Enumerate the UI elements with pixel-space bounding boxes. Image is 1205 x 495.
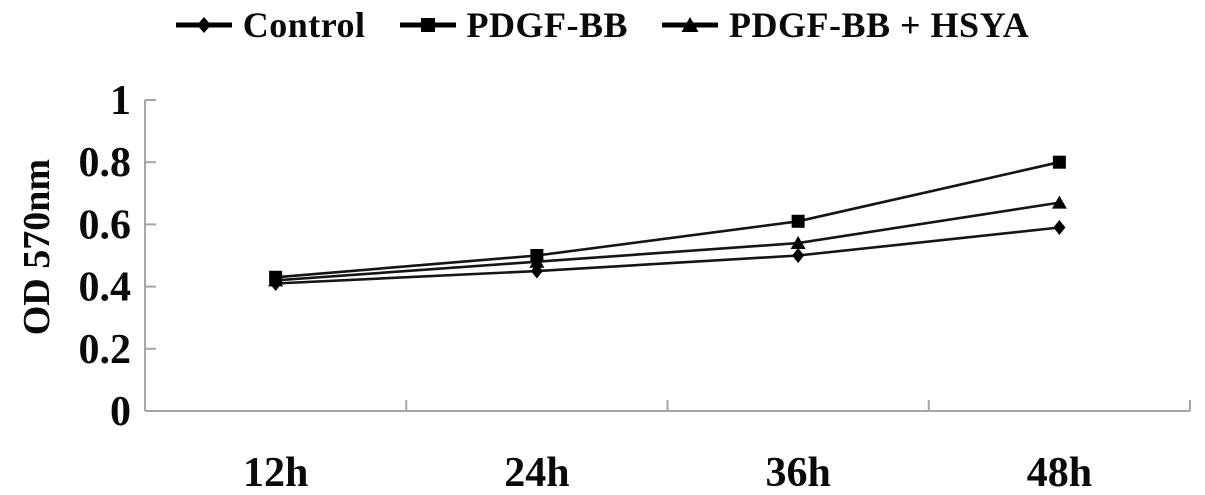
legend-item-control: Control	[175, 4, 366, 46]
series-marker-triangle	[529, 254, 545, 268]
legend-label-pdgf-bb-hsya: PDGF-BB + HSYA	[729, 5, 1030, 45]
series-marker-triangle	[1051, 195, 1067, 209]
legend-triangle-marker-icon	[662, 17, 719, 32]
x-tick-label: 36h	[765, 450, 830, 495]
series-line-pdgf-bb-hsya	[275, 201, 1060, 282]
x-tick-label: 48h	[1027, 450, 1092, 495]
series-marker-square	[791, 214, 805, 228]
legend-item-pdgf-bb-hsya: PDGF-BB + HSYA	[662, 4, 1029, 46]
y-tick-label: 1	[110, 78, 131, 124]
y-tick-label: 0.4	[79, 265, 132, 311]
legend-label-control: Control	[242, 5, 366, 45]
series-line-control	[275, 226, 1060, 285]
x-tick-label: 24h	[504, 450, 569, 495]
y-tick-label: 0.6	[79, 202, 132, 248]
series-marker-triangle	[790, 236, 806, 250]
chart-legend: Control PDGF-BB PDGF-BB + HSYA	[0, 4, 1205, 46]
legend-item-pdgf-bb: PDGF-BB	[399, 4, 629, 46]
legend-diamond-marker-icon	[175, 17, 232, 33]
y-tick-label: 0.2	[79, 327, 132, 373]
series-marker-square	[1052, 155, 1066, 169]
legend-square-marker-icon	[399, 18, 456, 32]
x-tick-label: 12h	[243, 450, 308, 495]
series-line-pdgf-bb	[275, 160, 1060, 279]
series-marker-diamond	[792, 248, 805, 263]
legend-label-pdgf-bb: PDGF-BB	[466, 5, 629, 45]
y-tick-label: 0	[110, 389, 131, 435]
y-tick-label: 0.8	[79, 140, 132, 186]
series-marker-triangle	[268, 273, 284, 287]
series-marker-diamond	[1053, 220, 1066, 236]
